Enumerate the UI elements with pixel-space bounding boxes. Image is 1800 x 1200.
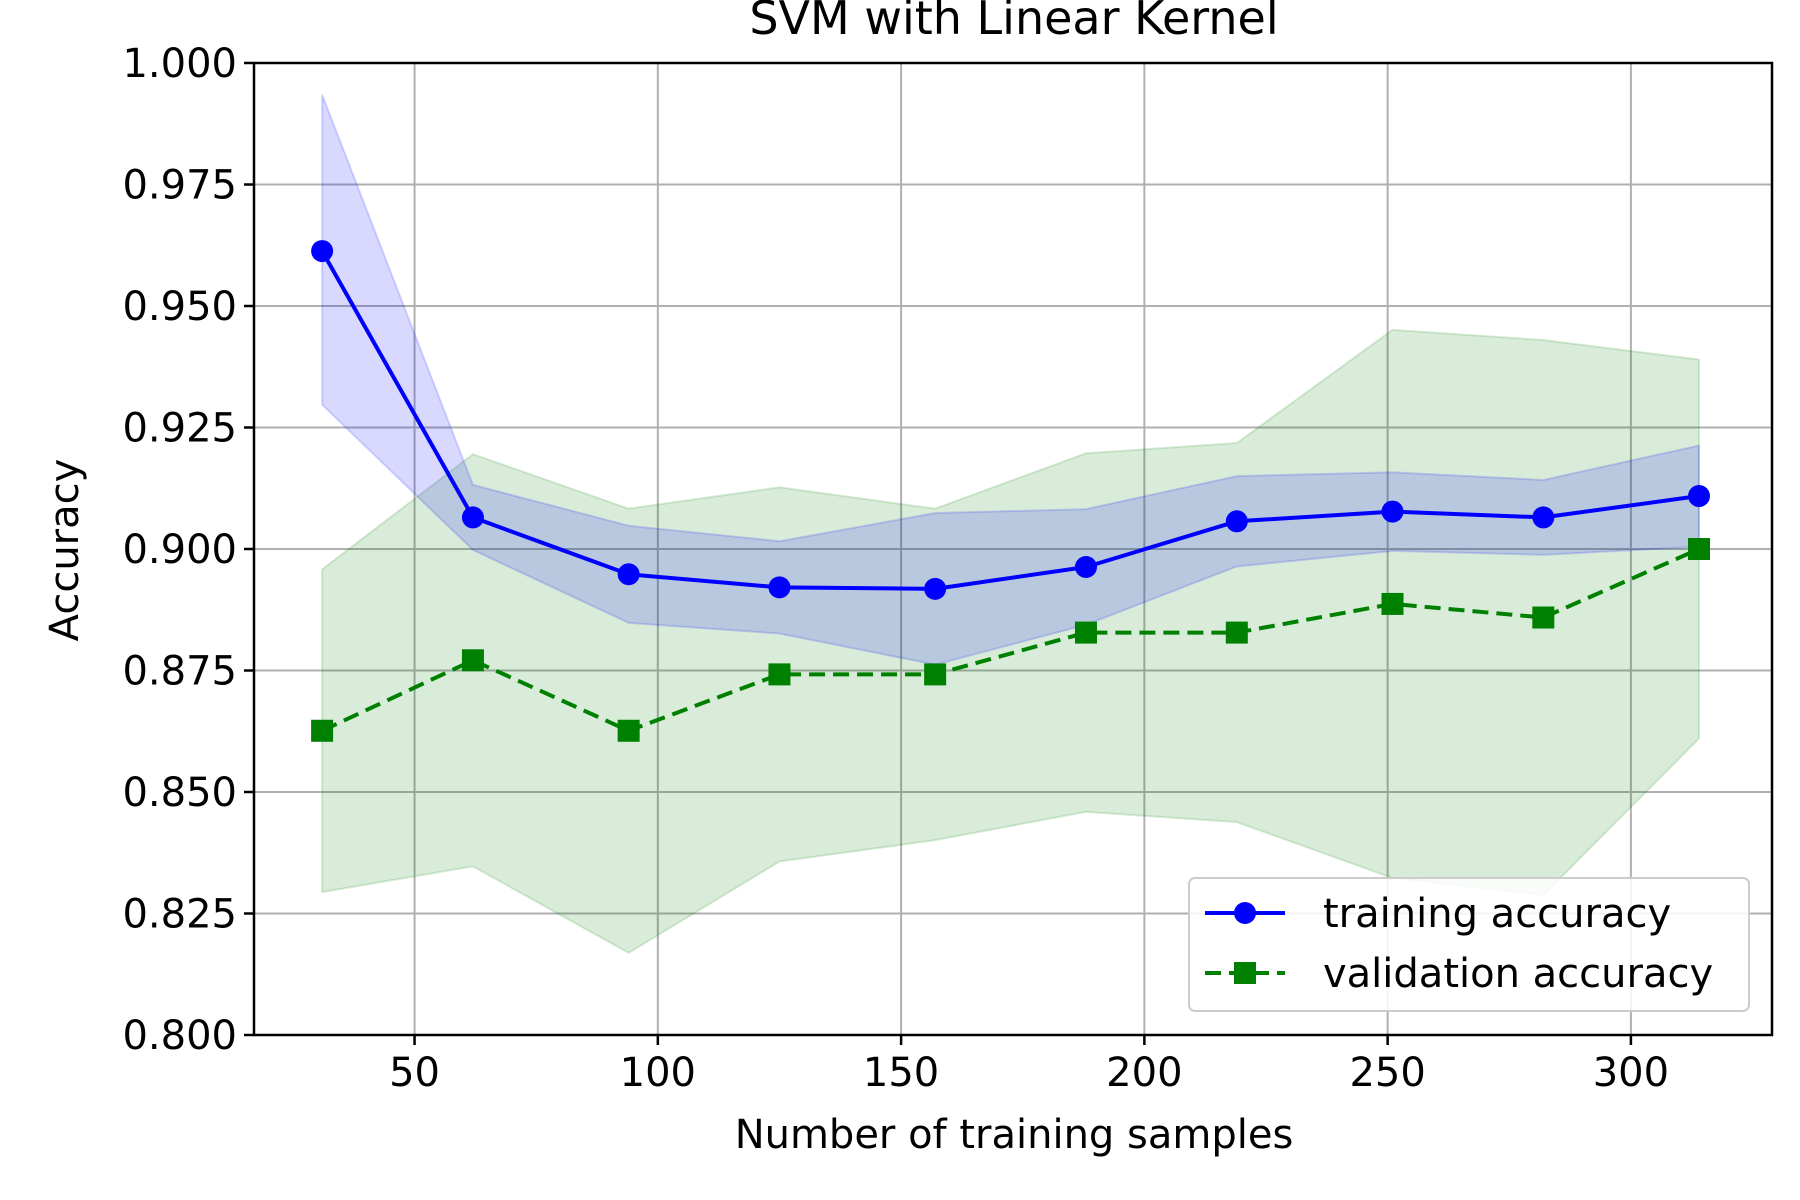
validation-data-point xyxy=(1381,592,1404,615)
y-tick-label: 0.950 xyxy=(122,284,237,330)
x-axis-label: Number of training samples xyxy=(735,1112,1294,1158)
y-axis-label: Accuracy xyxy=(42,459,88,642)
y-tick-label: 0.925 xyxy=(122,406,237,452)
validation-data-point xyxy=(617,719,640,742)
validation-data-point xyxy=(1532,606,1555,629)
training-data-point xyxy=(1688,485,1711,508)
grid-lines xyxy=(254,62,1772,1036)
y-tick-label: 1.000 xyxy=(122,41,237,87)
legend: training accuracy validation accuracy xyxy=(1188,877,1750,1012)
training-data-point xyxy=(1225,510,1248,533)
y-tick-label: 0.825 xyxy=(122,892,237,938)
training-data-point xyxy=(1381,500,1404,523)
validation-data-point xyxy=(1225,621,1248,644)
validation-std-band xyxy=(321,328,1701,955)
x-tick-label: 250 xyxy=(1349,1050,1425,1096)
legend-training-label: training accuracy xyxy=(1323,891,1671,937)
data-series xyxy=(311,240,1711,742)
y-tick-label: 0.975 xyxy=(122,163,237,209)
confidence-bands xyxy=(321,94,1701,955)
training-data-point xyxy=(924,577,947,600)
validation-data-point xyxy=(924,663,947,686)
y-tick-label: 0.850 xyxy=(122,770,237,816)
x-tick-label: 100 xyxy=(620,1050,696,1096)
validation-accuracy-line xyxy=(321,547,1700,733)
x-tick-label: 200 xyxy=(1106,1050,1182,1096)
validation-data-point xyxy=(311,719,334,742)
validation-data-point xyxy=(1688,538,1711,560)
training-data-point xyxy=(617,563,640,586)
training-data-point xyxy=(461,506,484,529)
x-tick-label: 300 xyxy=(1593,1050,1669,1096)
training-data-point xyxy=(1074,555,1097,578)
chart-title: SVM with Linear Kernel xyxy=(749,0,1278,45)
training-accuracy-line xyxy=(320,250,1700,591)
y-tick-label: 0.900 xyxy=(122,527,237,573)
axis-ticks: 50 100 150 200 250 300 0.800 0.825 0.850 0.875 0.9… xyxy=(122,41,1669,1096)
x-tick-label: 150 xyxy=(863,1050,939,1096)
y-tick-label: 0.800 xyxy=(122,1013,237,1059)
y-tick-label: 0.875 xyxy=(122,649,237,695)
legend-validation-marker xyxy=(1234,962,1256,984)
validation-data-point xyxy=(768,663,791,686)
legend-validation-label: validation accuracy xyxy=(1323,951,1713,997)
validation-data-point xyxy=(1074,621,1097,644)
legend-box xyxy=(1188,877,1750,1012)
training-data-point xyxy=(1532,506,1555,529)
x-tick-label: 50 xyxy=(389,1050,440,1096)
legend-training-marker xyxy=(1234,902,1256,924)
validation-data-point xyxy=(461,649,484,672)
training-data-point xyxy=(768,576,791,599)
training-data-point xyxy=(311,240,334,263)
